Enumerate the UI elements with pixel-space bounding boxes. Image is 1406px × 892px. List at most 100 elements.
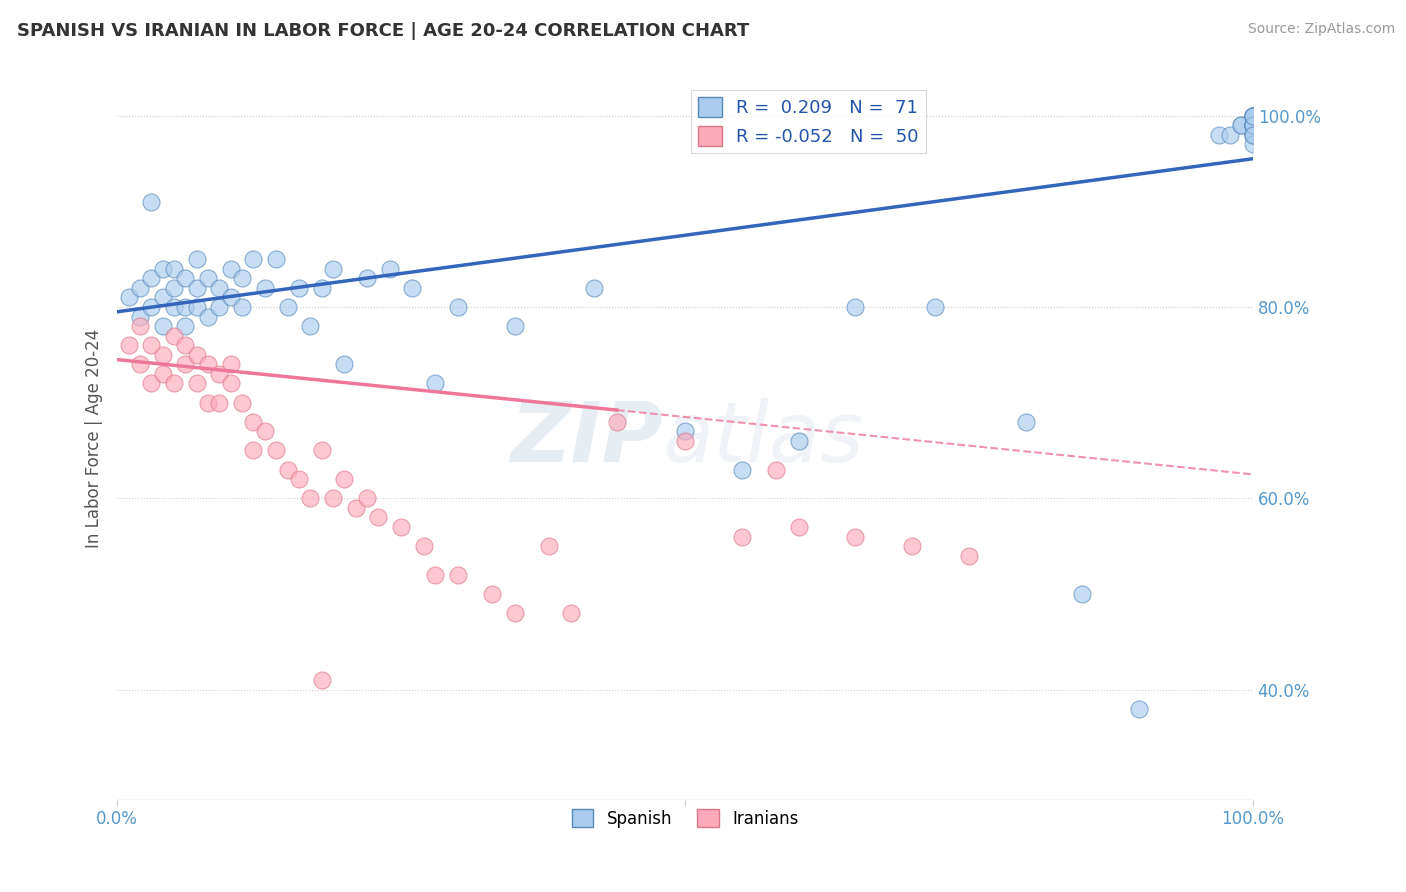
Point xyxy=(957,549,980,563)
Point xyxy=(787,434,810,448)
Point xyxy=(277,462,299,476)
Point xyxy=(197,395,219,409)
Point xyxy=(425,567,447,582)
Point xyxy=(242,443,264,458)
Point xyxy=(901,539,924,553)
Point xyxy=(253,281,276,295)
Point xyxy=(141,338,163,352)
Point xyxy=(447,300,470,314)
Point xyxy=(673,434,696,448)
Point xyxy=(606,415,628,429)
Point xyxy=(560,606,582,620)
Point xyxy=(242,252,264,267)
Point xyxy=(1128,701,1150,715)
Point xyxy=(197,357,219,371)
Point xyxy=(129,319,152,334)
Point xyxy=(311,673,333,687)
Point xyxy=(765,462,787,476)
Point xyxy=(1241,137,1264,152)
Point xyxy=(129,357,152,371)
Point xyxy=(299,491,322,506)
Point xyxy=(673,425,696,439)
Point xyxy=(141,271,163,285)
Point xyxy=(412,539,434,553)
Point xyxy=(1241,118,1264,132)
Point xyxy=(425,376,447,391)
Point xyxy=(208,300,231,314)
Point xyxy=(787,520,810,534)
Point xyxy=(1241,118,1264,132)
Point xyxy=(1241,109,1264,123)
Point xyxy=(174,357,197,371)
Point xyxy=(163,376,186,391)
Point xyxy=(208,395,231,409)
Point xyxy=(844,300,866,314)
Point xyxy=(322,261,344,276)
Point xyxy=(141,194,163,209)
Point xyxy=(186,281,208,295)
Point xyxy=(152,290,174,304)
Point xyxy=(1241,118,1264,132)
Point xyxy=(264,443,287,458)
Point xyxy=(356,491,378,506)
Point xyxy=(311,443,333,458)
Point xyxy=(844,529,866,543)
Point xyxy=(152,348,174,362)
Point xyxy=(141,376,163,391)
Point xyxy=(174,319,197,334)
Point xyxy=(1219,128,1241,142)
Point xyxy=(503,606,526,620)
Point xyxy=(1241,118,1264,132)
Text: Source: ZipAtlas.com: Source: ZipAtlas.com xyxy=(1247,22,1395,37)
Point xyxy=(1241,118,1264,132)
Point xyxy=(378,261,401,276)
Point xyxy=(1241,128,1264,142)
Point xyxy=(277,300,299,314)
Text: ZIP: ZIP xyxy=(510,398,662,479)
Point xyxy=(1208,128,1230,142)
Point xyxy=(197,271,219,285)
Point xyxy=(299,319,322,334)
Text: SPANISH VS IRANIAN IN LABOR FORCE | AGE 20-24 CORRELATION CHART: SPANISH VS IRANIAN IN LABOR FORCE | AGE … xyxy=(17,22,749,40)
Y-axis label: In Labor Force | Age 20-24: In Labor Force | Age 20-24 xyxy=(86,329,103,548)
Point xyxy=(152,261,174,276)
Point xyxy=(163,300,186,314)
Point xyxy=(129,310,152,324)
Point xyxy=(1241,109,1264,123)
Point xyxy=(481,587,503,601)
Point xyxy=(219,357,242,371)
Point xyxy=(163,328,186,343)
Point xyxy=(152,367,174,381)
Point xyxy=(219,376,242,391)
Point xyxy=(583,281,606,295)
Point xyxy=(186,376,208,391)
Point xyxy=(311,281,333,295)
Point xyxy=(1071,587,1094,601)
Point xyxy=(1241,109,1264,123)
Point xyxy=(1241,118,1264,132)
Point xyxy=(117,338,139,352)
Point xyxy=(174,338,197,352)
Point xyxy=(231,395,253,409)
Point xyxy=(231,300,253,314)
Point xyxy=(197,310,219,324)
Point xyxy=(174,300,197,314)
Point xyxy=(1230,118,1253,132)
Point xyxy=(163,261,186,276)
Point xyxy=(152,319,174,334)
Point xyxy=(924,300,946,314)
Point xyxy=(447,567,470,582)
Point xyxy=(186,300,208,314)
Point xyxy=(231,271,253,285)
Point xyxy=(1241,109,1264,123)
Point xyxy=(503,319,526,334)
Point xyxy=(264,252,287,267)
Point xyxy=(333,357,356,371)
Point xyxy=(401,281,423,295)
Point xyxy=(1015,415,1038,429)
Point xyxy=(322,491,344,506)
Point xyxy=(537,539,560,553)
Point xyxy=(186,348,208,362)
Point xyxy=(174,271,197,285)
Point xyxy=(163,281,186,295)
